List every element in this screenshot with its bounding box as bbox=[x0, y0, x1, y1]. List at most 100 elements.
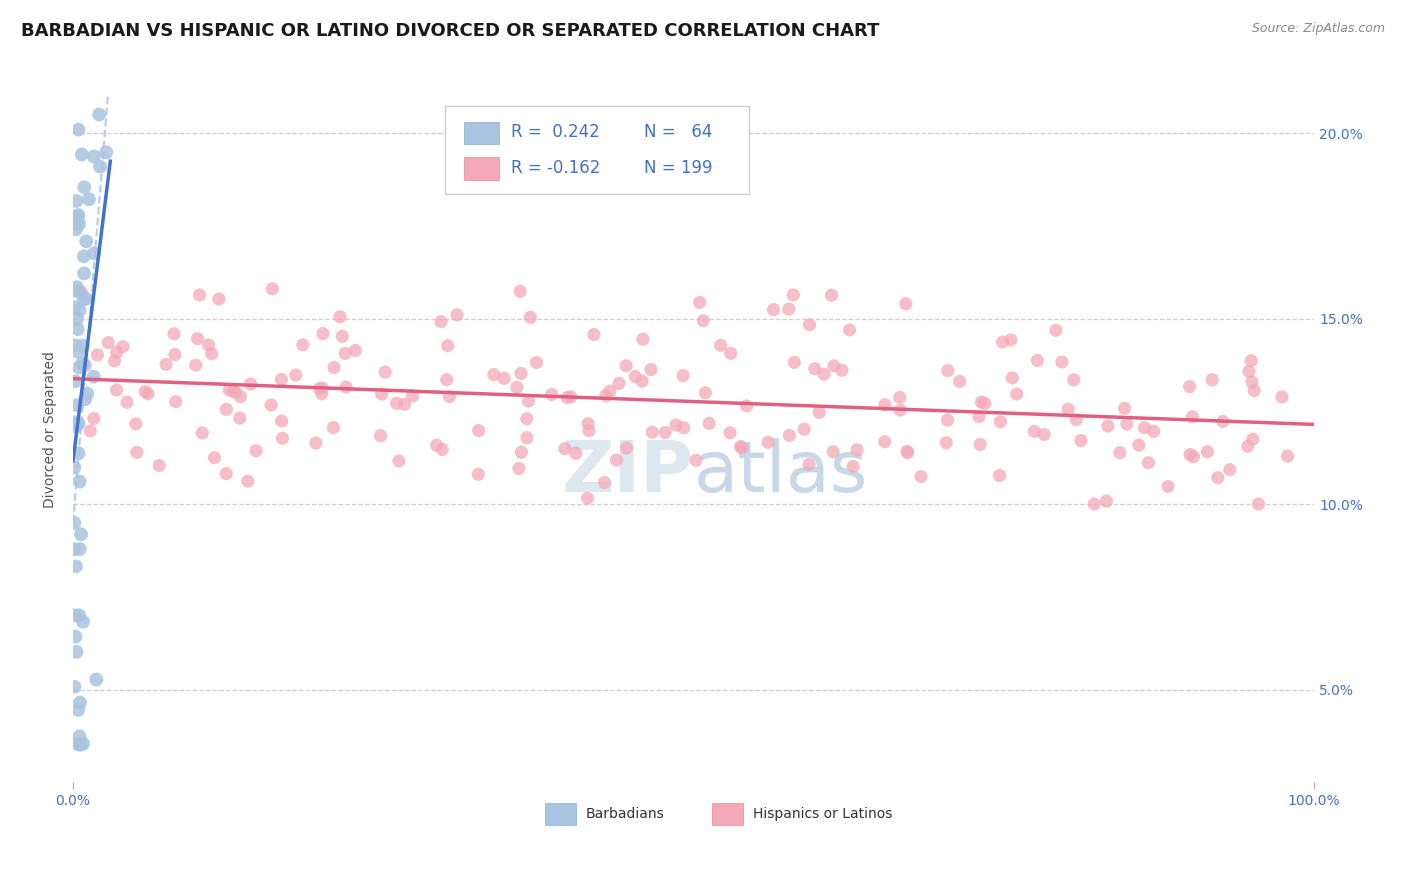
Point bbox=[69, 738, 91, 752]
Point bbox=[432, 442, 454, 457]
Point bbox=[86, 348, 108, 362]
Text: BARBADIAN VS HISPANIC OR LATINO DIVORCED OR SEPARATED CORRELATION CHART: BARBADIAN VS HISPANIC OR LATINO DIVORCED… bbox=[21, 22, 880, 40]
Point bbox=[75, 234, 97, 248]
Point bbox=[756, 435, 779, 450]
Point bbox=[236, 474, 259, 488]
Point bbox=[516, 431, 538, 445]
Point bbox=[1083, 497, 1105, 511]
Point bbox=[66, 737, 89, 751]
Point bbox=[576, 491, 599, 505]
Point bbox=[1115, 417, 1137, 431]
Point bbox=[66, 417, 89, 432]
Point bbox=[1247, 497, 1270, 511]
Point bbox=[394, 397, 416, 411]
Point bbox=[1050, 355, 1073, 369]
Bar bbox=[464, 122, 499, 145]
Point bbox=[1182, 450, 1205, 464]
Point bbox=[1206, 471, 1229, 485]
Point bbox=[1237, 364, 1260, 378]
Point bbox=[519, 310, 541, 325]
Point bbox=[72, 293, 94, 307]
Point bbox=[67, 360, 90, 375]
Point bbox=[1197, 444, 1219, 458]
Bar bbox=[544, 804, 575, 824]
Point bbox=[894, 297, 917, 311]
Point bbox=[270, 372, 292, 386]
Point bbox=[873, 434, 896, 449]
Point bbox=[1271, 390, 1294, 404]
Point bbox=[576, 417, 599, 431]
Point bbox=[67, 284, 90, 298]
Point bbox=[436, 373, 458, 387]
Point bbox=[730, 440, 752, 454]
Point bbox=[401, 389, 423, 403]
Point bbox=[969, 437, 991, 451]
Point bbox=[148, 458, 170, 473]
Point bbox=[1243, 384, 1265, 398]
Point bbox=[72, 737, 94, 751]
Point bbox=[163, 348, 186, 362]
Point bbox=[329, 310, 352, 324]
Point bbox=[370, 428, 392, 442]
Point bbox=[83, 411, 105, 425]
Point bbox=[1201, 373, 1223, 387]
Point bbox=[96, 145, 118, 160]
Text: ZIP: ZIP bbox=[561, 438, 693, 507]
Point bbox=[67, 208, 90, 222]
Point bbox=[735, 399, 758, 413]
Point bbox=[1143, 425, 1166, 439]
Point bbox=[1219, 462, 1241, 476]
Point bbox=[70, 527, 93, 541]
Point bbox=[271, 431, 294, 445]
Point bbox=[125, 445, 148, 459]
Point bbox=[778, 428, 800, 442]
Point bbox=[66, 322, 89, 336]
Point bbox=[540, 387, 562, 401]
Bar bbox=[464, 157, 499, 179]
Point bbox=[1000, 333, 1022, 347]
Point bbox=[70, 147, 93, 161]
Point bbox=[66, 398, 89, 412]
Point bbox=[1064, 412, 1087, 426]
Point bbox=[467, 467, 489, 482]
Point bbox=[370, 387, 392, 401]
Point bbox=[578, 424, 600, 438]
Point bbox=[692, 314, 714, 328]
Point bbox=[593, 475, 616, 490]
Text: Hispanics or Latinos: Hispanics or Latinos bbox=[754, 807, 893, 821]
Text: atlas: atlas bbox=[693, 438, 868, 507]
Point bbox=[73, 358, 96, 372]
Point bbox=[63, 542, 86, 557]
Point bbox=[89, 107, 111, 121]
Point bbox=[1128, 438, 1150, 452]
Point bbox=[799, 318, 821, 332]
Point bbox=[335, 346, 357, 360]
Point bbox=[1095, 494, 1118, 508]
Point bbox=[1137, 456, 1160, 470]
Point bbox=[67, 122, 90, 136]
Point bbox=[63, 217, 86, 231]
Point bbox=[388, 454, 411, 468]
Point bbox=[731, 441, 754, 455]
Point bbox=[305, 436, 328, 450]
Point bbox=[1157, 479, 1180, 493]
Point bbox=[184, 358, 207, 372]
Point bbox=[672, 368, 695, 383]
Point bbox=[63, 608, 86, 623]
Point bbox=[115, 395, 138, 409]
Point bbox=[284, 368, 307, 383]
Point bbox=[509, 285, 531, 299]
Point bbox=[245, 443, 267, 458]
Point bbox=[436, 339, 458, 353]
Point bbox=[344, 343, 367, 358]
Point bbox=[136, 386, 159, 401]
Point bbox=[165, 394, 187, 409]
Point bbox=[1212, 414, 1234, 428]
Point bbox=[134, 384, 156, 399]
Point bbox=[935, 435, 957, 450]
Point bbox=[225, 385, 247, 400]
Point bbox=[72, 615, 94, 629]
Point bbox=[188, 288, 211, 302]
Point bbox=[70, 285, 93, 300]
Point bbox=[72, 356, 94, 370]
